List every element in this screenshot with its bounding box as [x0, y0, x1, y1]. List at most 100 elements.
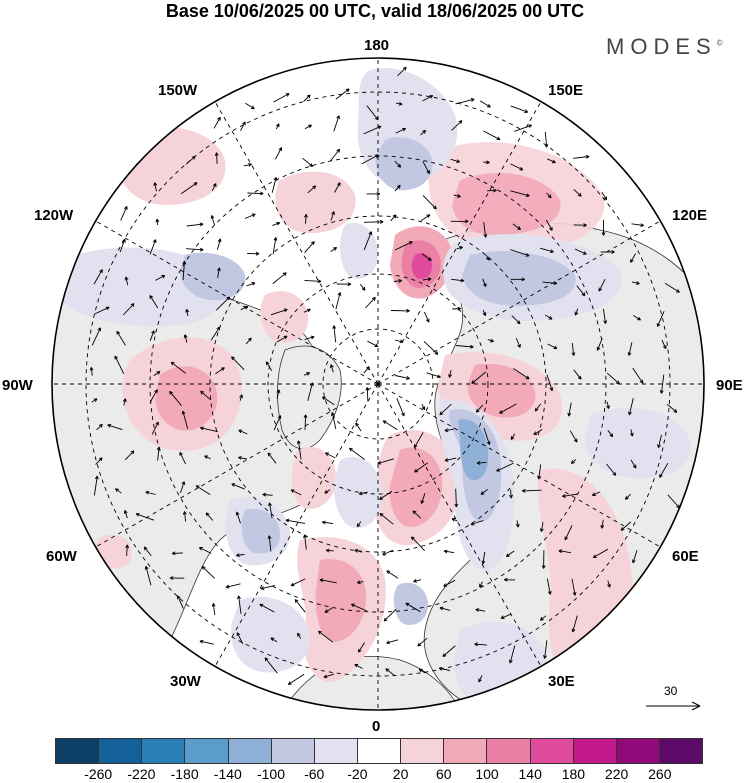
wind-arrow [573, 188, 582, 197]
meridian-line [214, 101, 379, 385]
wind-arrow [504, 577, 516, 582]
wind-arrow [543, 640, 548, 659]
graticule [52, 58, 704, 710]
wind-arrow [303, 414, 308, 430]
wind-arrow [443, 579, 456, 587]
lon-label-90w: 90W [2, 377, 33, 394]
wind-arrow [422, 277, 432, 282]
wind-arrow [444, 457, 457, 462]
wind-arrow [211, 603, 216, 616]
wind-arrow [304, 213, 308, 224]
wind-arrow [321, 520, 334, 525]
wind-arrow [606, 463, 617, 476]
wind-arrow [356, 580, 364, 585]
wind-arrow [357, 642, 365, 653]
wind-arrow [304, 241, 315, 253]
wind-arrow [510, 163, 524, 171]
meridian-line [95, 383, 379, 548]
wind-arrow [198, 547, 212, 554]
wind-arrow [479, 581, 483, 588]
wind-arrow [598, 278, 606, 292]
wind-arrow [302, 157, 314, 168]
wind-arrow [544, 131, 549, 148]
wind-arrow [390, 308, 410, 313]
wind-arrow [365, 296, 376, 309]
anomaly-patch [389, 447, 443, 528]
colorbar-tick-label: -140 [213, 766, 242, 782]
wind-arrow [205, 512, 214, 521]
wind-arrow [410, 536, 425, 552]
wind-arrow [123, 509, 128, 519]
wind-arrow [244, 213, 256, 219]
wind-arrow [496, 462, 514, 472]
colorbar-swatch [314, 739, 358, 763]
wind-arrow [385, 668, 396, 677]
wind-arrow [546, 374, 554, 392]
wind-arrow [272, 272, 287, 284]
wind-arrow [95, 457, 103, 465]
anomaly-patch [241, 508, 281, 554]
wind-arrow [144, 565, 152, 586]
wind-arrow [268, 502, 273, 519]
wind-arrow [505, 550, 515, 558]
wind-arrow [303, 94, 311, 102]
wind-arrow [664, 282, 680, 293]
wind-arrow [363, 125, 382, 135]
wind-arrow [200, 426, 218, 433]
wind-arrow [149, 239, 157, 255]
wind-arrow [482, 278, 487, 288]
wind-arrow [363, 366, 370, 374]
wind-arrow [264, 657, 278, 674]
colorbar-swatch [185, 739, 229, 763]
lon-label-120e: 120E [672, 207, 708, 224]
wind-arrow [547, 158, 556, 164]
wind-arrow [367, 340, 379, 348]
wind-arrow [91, 398, 98, 403]
wind-arrow [628, 397, 634, 416]
wind-arrow [510, 277, 525, 282]
wind-arrow [350, 603, 368, 612]
wind-arrow [307, 185, 317, 194]
wind-arrow [217, 267, 221, 279]
anomaly-patch [95, 534, 132, 569]
wind-arrow [182, 260, 187, 281]
wind-arrow [657, 434, 662, 448]
wind-arrow [91, 327, 101, 346]
wind-arrow [116, 330, 126, 346]
wind-arrow [475, 404, 484, 413]
wind-arrow [483, 130, 501, 141]
wind-arrow [186, 222, 204, 227]
wind-arrow [418, 668, 426, 674]
colorbar-tick-label: 20 [392, 766, 409, 782]
wind-arrow [421, 253, 432, 261]
wind-arrow [509, 489, 513, 499]
wind-arrow [394, 160, 402, 168]
wind-arrow [273, 415, 282, 431]
wind-arrow [453, 194, 461, 198]
wind-arrow [304, 335, 315, 340]
wind-arrow [480, 488, 488, 495]
wind-arrow [275, 123, 280, 130]
wind-arrow [303, 308, 311, 313]
lon-label-150e: 150E [548, 82, 584, 99]
wind-arrow [377, 458, 395, 465]
anomaly-patch [462, 251, 576, 307]
wind-arrow [476, 461, 487, 465]
wind-arrow [225, 583, 241, 589]
wind-arrow [423, 340, 439, 355]
colorbar-swatch [573, 739, 617, 763]
wind-arrow [124, 276, 129, 286]
meridian-line [95, 220, 379, 385]
wind-arrow [185, 155, 196, 165]
modes-logo: MODES© [606, 34, 723, 59]
wind-arrow [573, 369, 582, 380]
reference-vector-label: 30 [664, 684, 678, 698]
wind-arrow [601, 191, 608, 201]
wind-arrow [361, 154, 379, 165]
wind-arrow [210, 326, 221, 341]
wind-arrow [596, 338, 603, 351]
wind-arrow [181, 410, 189, 429]
wind-arrow [143, 546, 152, 557]
wind-arrow [510, 105, 529, 113]
wind-arrow [455, 344, 474, 349]
